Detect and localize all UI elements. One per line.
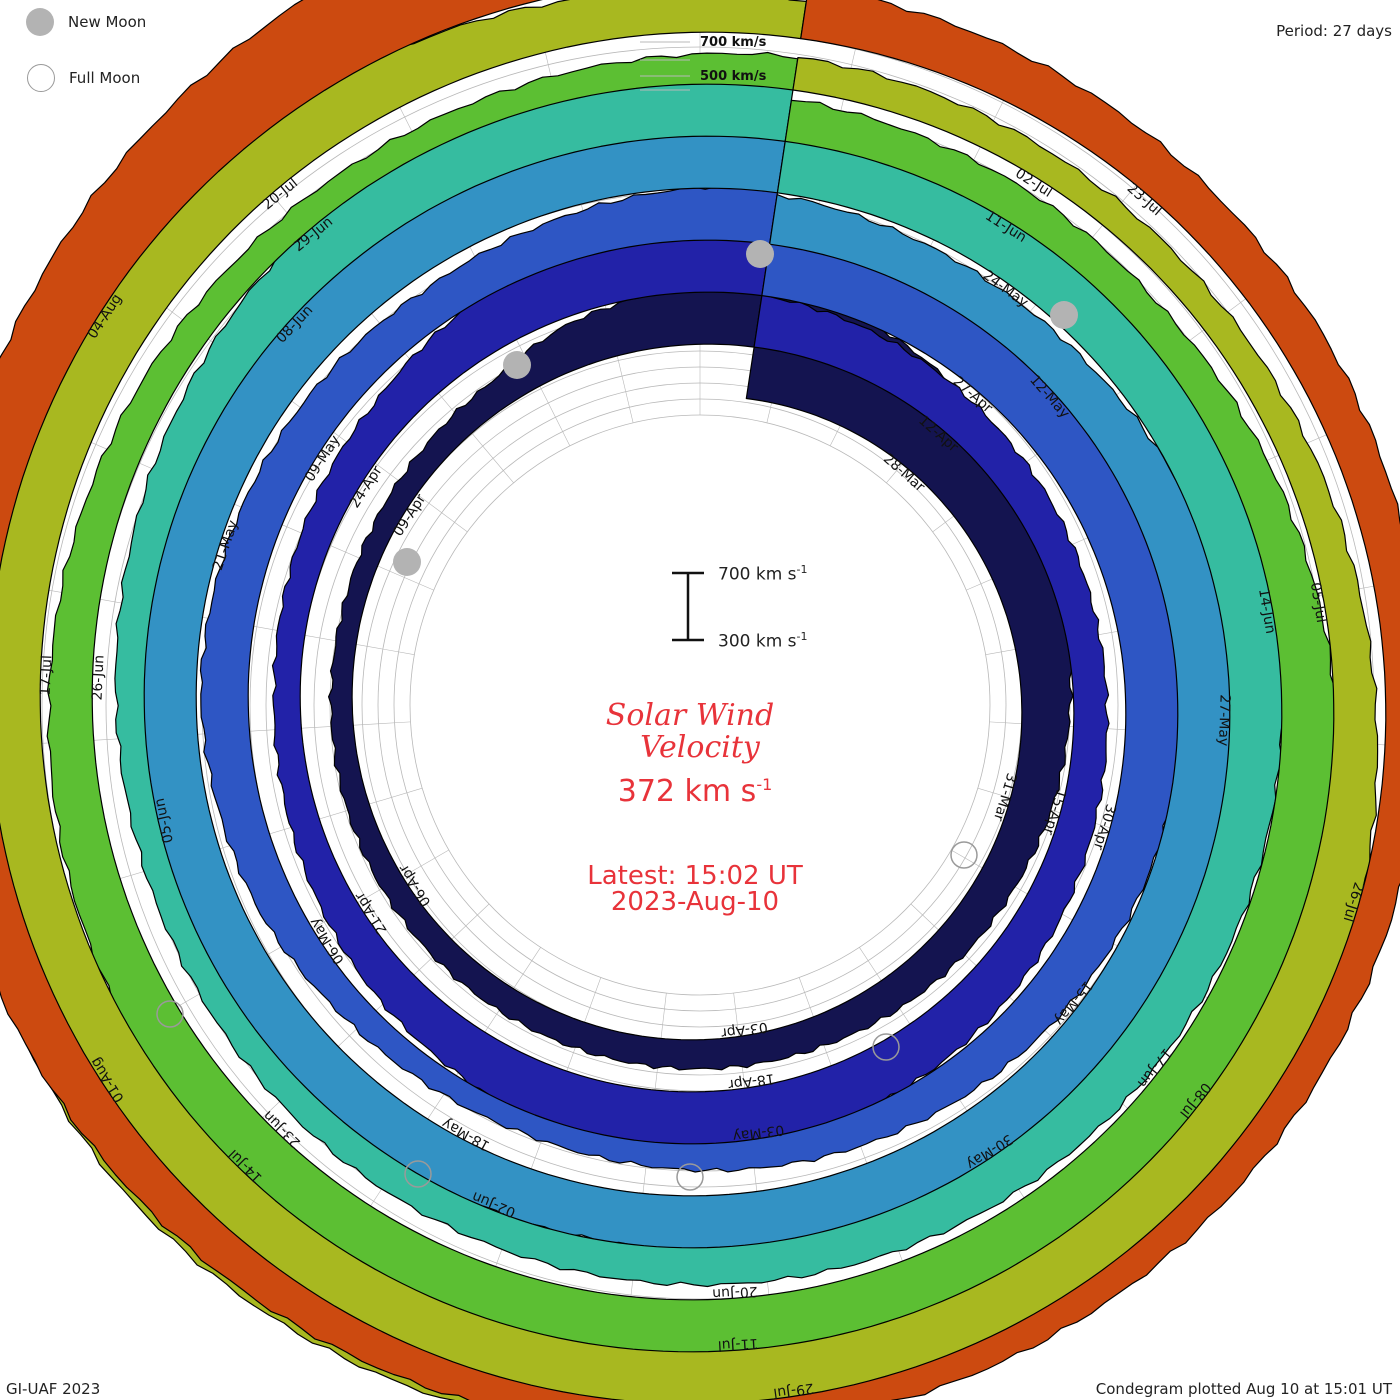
scale-high-label: 700 km s-1 bbox=[718, 563, 808, 585]
plotted-label: Condegram plotted Aug 10 at 15:01 UT bbox=[1095, 1380, 1392, 1398]
full-moon-marker bbox=[156, 1000, 184, 1028]
new-moon-marker bbox=[393, 548, 421, 576]
scale-low-label: 300 km s-1 bbox=[718, 630, 808, 652]
moon-layer bbox=[156, 240, 1078, 1191]
current-velocity-unit: km s bbox=[684, 774, 757, 809]
date-label: 29-Jul bbox=[772, 1380, 814, 1400]
date-label: 11-Jul bbox=[717, 1335, 758, 1353]
new-moon-marker bbox=[1050, 301, 1078, 329]
latest-time: Latest: 15:02 UT bbox=[587, 861, 803, 891]
speed-label-500: 500 km/s bbox=[700, 69, 767, 84]
new-moon-marker bbox=[746, 240, 774, 268]
title-line-2: Velocity bbox=[640, 730, 760, 765]
full-moon-marker bbox=[404, 1160, 432, 1188]
scale-high-exponent: -1 bbox=[796, 563, 808, 576]
current-velocity-value: 372 bbox=[617, 774, 675, 809]
credit-label: GI-UAF 2023 bbox=[6, 1380, 101, 1398]
full-moon-marker bbox=[676, 1163, 704, 1191]
date-label: 03-Apr bbox=[720, 1019, 769, 1041]
legend-new-moon: New Moon bbox=[26, 8, 146, 36]
date-label: 18-Apr bbox=[727, 1070, 776, 1092]
legend-full-moon-label: Full Moon bbox=[69, 69, 141, 87]
date-label: 26-Jun bbox=[89, 655, 107, 701]
full-moon-marker bbox=[872, 1033, 900, 1061]
legend-new-moon-label: New Moon bbox=[68, 13, 147, 31]
top-speed-scale bbox=[640, 41, 690, 91]
date-label: 17-Jul bbox=[38, 655, 56, 696]
date-label: 03-May bbox=[732, 1121, 786, 1144]
full-moon-icon bbox=[27, 64, 55, 92]
scale-low-text: 300 km s bbox=[718, 631, 797, 652]
date-label: 05-Jul bbox=[1307, 581, 1329, 624]
date-label: 20-Jun bbox=[712, 1283, 758, 1302]
speed-label-700: 700 km/s bbox=[700, 35, 767, 50]
title-line-1: Solar Wind bbox=[605, 698, 775, 733]
period-label: Period: 27 days bbox=[1276, 22, 1392, 40]
speed-scale-bar bbox=[672, 571, 704, 642]
scale-low-exponent: -1 bbox=[796, 630, 808, 643]
legend-full-moon: Full Moon bbox=[27, 64, 140, 92]
new-moon-icon bbox=[26, 8, 54, 36]
date-label: 14-Jun bbox=[1255, 587, 1278, 635]
latest-date: 2023-Aug-10 bbox=[610, 887, 780, 917]
date-label: 27-May bbox=[1215, 694, 1233, 746]
new-moon-marker bbox=[503, 351, 531, 379]
current-velocity: 372 km s-1 bbox=[0, 774, 1390, 809]
current-velocity-exponent: -1 bbox=[756, 775, 773, 794]
full-moon-marker bbox=[950, 841, 978, 869]
scale-high-text: 700 km s bbox=[718, 564, 797, 585]
